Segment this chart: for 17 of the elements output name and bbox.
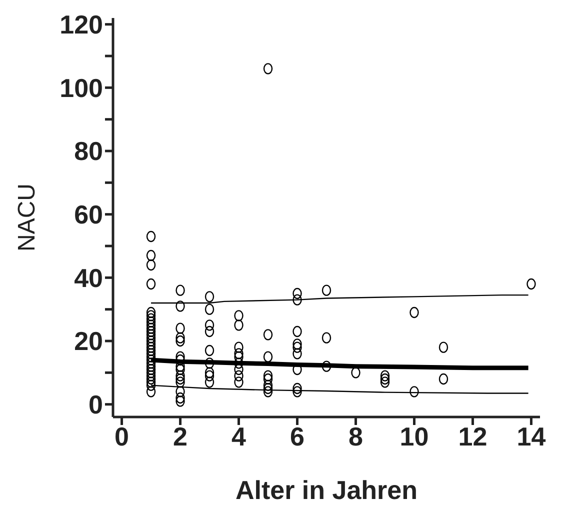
y-tick-label: 20 — [74, 326, 103, 356]
x-tick-label: 10 — [400, 421, 429, 452]
x-tick-label: 6 — [290, 421, 304, 452]
x-tick-label: 4 — [232, 421, 247, 452]
x-tick-label: 12 — [458, 421, 488, 452]
x-axis-title: Alter in Jahren — [235, 475, 418, 505]
y-tick-label: 80 — [74, 136, 103, 166]
y-tick-label: 120 — [60, 10, 103, 40]
x-tick-label: 8 — [348, 421, 363, 452]
x-tick-label: 2 — [173, 421, 188, 452]
x-tick-label: 14 — [516, 421, 546, 452]
x-tick-label: 0 — [114, 421, 130, 452]
y-tick-label: 60 — [74, 200, 103, 230]
y-tick-label: 0 — [88, 390, 103, 420]
y-axis-title: NACU — [14, 183, 41, 252]
y-tick-label: 100 — [60, 72, 103, 103]
y-tick-label: 40 — [74, 262, 103, 293]
